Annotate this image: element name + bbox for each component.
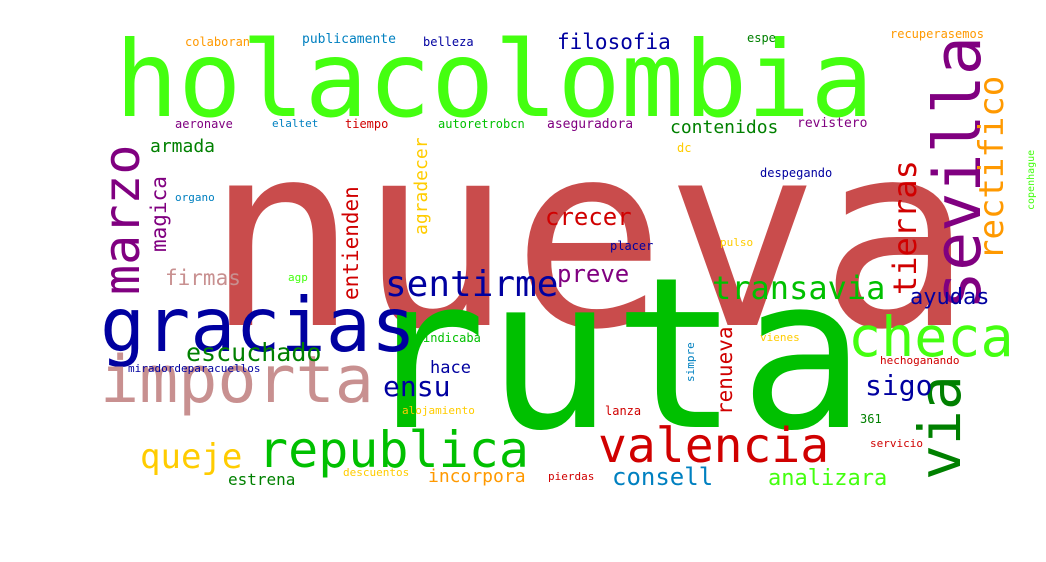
cloud-word-25: magica xyxy=(146,176,171,252)
cloud-word-45: revistero xyxy=(797,116,868,131)
cloud-word-20: ensu xyxy=(383,370,451,403)
cloud-word-42: tiempo xyxy=(345,117,389,131)
cloud-word-19: analizara xyxy=(768,466,888,491)
cloud-word-37: belleza xyxy=(423,35,474,49)
cloud-word-63: pierdas xyxy=(548,470,595,483)
cloud-word-38: espe xyxy=(747,31,776,45)
cloud-word-2: holacolombia xyxy=(115,19,874,141)
cloud-word-51: pulso xyxy=(720,236,754,249)
cloud-word-56: hechoganando xyxy=(880,354,960,367)
cloud-word-58: alojamiento xyxy=(402,404,475,417)
cloud-word-46: dc xyxy=(677,141,692,155)
cloud-word-43: autoretrobcn xyxy=(438,117,525,131)
cloud-word-44: aseguradora xyxy=(547,117,634,132)
cloud-word-54: simpre xyxy=(683,342,697,382)
cloud-word-47: despegando xyxy=(760,166,833,180)
cloud-word-34: agradecer xyxy=(411,137,432,235)
cloud-word-21: crecer xyxy=(545,203,632,231)
cloud-word-28: filosofia xyxy=(557,30,671,54)
cloud-word-33: hace xyxy=(430,358,471,378)
cloud-word-59: lanza xyxy=(605,404,642,418)
cloud-word-40: aeronave xyxy=(175,117,233,131)
cloud-word-39: recuperasemos xyxy=(890,27,984,41)
cloud-word-48: copenhague xyxy=(1026,149,1037,210)
cloud-word-50: placer xyxy=(610,239,654,253)
cloud-word-17: sigo xyxy=(865,369,933,402)
cloud-word-24: firmas xyxy=(165,266,241,290)
cloud-word-12: sentirme xyxy=(385,264,559,305)
cloud-word-53: indicaba xyxy=(423,331,481,345)
cloud-word-60: 361 xyxy=(860,412,882,426)
cloud-word-35: colaboran xyxy=(185,35,251,49)
cloud-word-32: estrena xyxy=(228,470,296,489)
cloud-word-16: queje xyxy=(140,437,243,477)
cloud-word-14: tierras xyxy=(886,160,924,295)
cloud-word-30: armada xyxy=(150,136,216,157)
cloud-word-7: checa xyxy=(848,305,1014,369)
cloud-word-62: descuentos xyxy=(343,466,410,479)
cloud-word-27: renueva xyxy=(712,326,737,415)
cloud-word-41: elaltet xyxy=(272,117,319,130)
cloud-word-31: incorpora xyxy=(428,466,526,487)
cloud-word-49: organo xyxy=(175,191,215,204)
cloud-word-26: entienden xyxy=(338,186,363,300)
cloud-word-3: gracias xyxy=(100,281,417,369)
cloud-word-36: publicamente xyxy=(302,32,396,47)
cloud-word-23: ayudas xyxy=(910,285,990,310)
cloud-word-0: nueva xyxy=(205,89,973,386)
cloud-word-4: importa xyxy=(100,343,374,418)
cloud-word-15: escuchado xyxy=(186,338,322,367)
cloud-word-1: ruta xyxy=(360,232,866,477)
cloud-word-13: transavia xyxy=(712,269,886,307)
cloud-word-6: valencia xyxy=(598,418,830,474)
cloud-word-55: vienes xyxy=(760,331,800,344)
cloud-word-10: marzo xyxy=(93,144,151,295)
cloud-word-52: agp xyxy=(288,271,308,284)
cloud-word-5: republica xyxy=(258,421,529,479)
cloud-word-11: rectifico xyxy=(972,75,1012,260)
cloud-word-18: consell xyxy=(612,463,714,491)
cloud-word-22: preve xyxy=(557,260,630,288)
cloud-word-57: miradordeparacuellos xyxy=(128,362,261,375)
cloud-word-29: contenidos xyxy=(670,117,779,138)
cloud-word-61: servicio xyxy=(870,437,923,450)
